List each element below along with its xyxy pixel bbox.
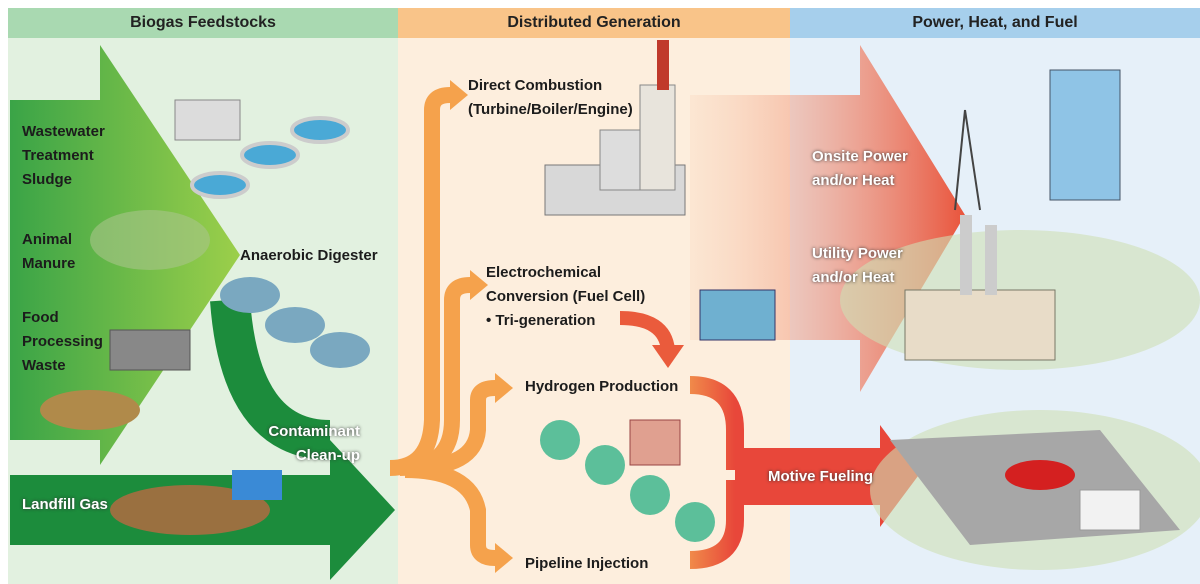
fuelcell-arrow [619, 311, 675, 352]
column-header: Biogas Feedstocks [130, 14, 276, 31]
label: Electrochemical Conversion (Fuel Cell) •… [486, 264, 646, 329]
column-header: Distributed Generation [507, 14, 681, 31]
header-bg [398, 8, 790, 38]
label: Onsite Power and/or Heat [812, 148, 908, 189]
label: Utility Power and/or Heat [812, 245, 903, 286]
label: Anaerobic Digester [240, 247, 378, 264]
label: Landfill Gas [22, 496, 108, 513]
fuel-paths [689, 376, 744, 569]
label: Pipeline Injection [525, 555, 649, 572]
arrow-head [652, 345, 684, 368]
header-bg [8, 8, 398, 38]
label: Hydrogen Production [525, 378, 679, 395]
column-header: Power, Heat, and Fuel [912, 14, 1078, 31]
label: Wastewater Treatment Sludge [22, 123, 105, 188]
arrow-heads [450, 80, 513, 573]
label: Animal Manure [22, 231, 76, 272]
illustrations [40, 40, 1200, 570]
label: Direct Combustion (Turbine/Boiler/Engine… [468, 77, 633, 118]
label: Food Processing Waste [22, 309, 103, 374]
label: Motive Fueling [768, 468, 873, 485]
branch-arrows [389, 87, 496, 566]
header-bg [790, 8, 1200, 38]
label: Contaminant Clean-up [268, 423, 360, 464]
digester-arrow [210, 298, 331, 460]
